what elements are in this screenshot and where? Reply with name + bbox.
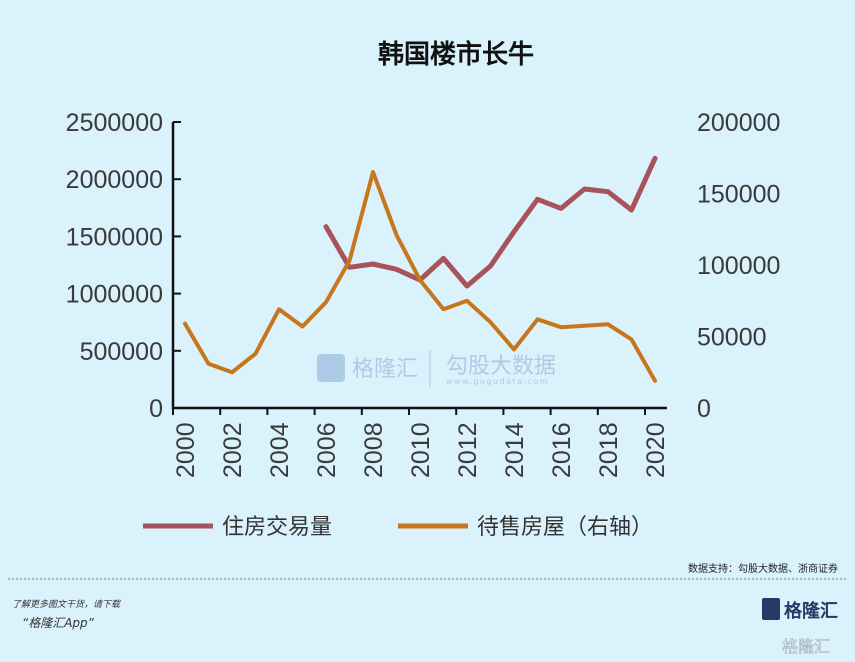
- source-note: 数据支持：勾股大数据、浙商证券: [688, 562, 838, 575]
- x-tick-label: 2000: [172, 422, 200, 478]
- promo-line: 了解更多图文干货，请下载: [12, 600, 121, 610]
- x-tick-label: 2010: [407, 422, 435, 478]
- corner-watermark: 格隆汇: [782, 637, 830, 656]
- right-tick-label: 0: [697, 395, 711, 423]
- legend-label-inventory: 待售房屋（右轴）: [477, 515, 653, 540]
- footer-logo-icon: [762, 598, 780, 620]
- x-tick-label: 2006: [313, 422, 341, 478]
- left-tick-label: 0: [149, 395, 163, 423]
- left-tick-label: 500000: [80, 338, 163, 366]
- x-tick-label: 2002: [219, 422, 247, 478]
- promo-app[interactable]: “格隆汇App”: [22, 616, 94, 630]
- x-tick-label: 2014: [501, 422, 529, 478]
- watermark-brand: 格隆汇: [352, 357, 418, 382]
- right-tick-label: 150000: [697, 181, 780, 209]
- legend: 住房交易量 待售房屋（右轴）: [143, 515, 653, 540]
- watermark: 格隆汇 勾股大数据 www.gogudata.com: [317, 350, 556, 387]
- left-tick-label: 2500000: [66, 109, 163, 137]
- legend-label-transactions: 住房交易量: [222, 515, 332, 540]
- x-tick-label: 2008: [360, 422, 388, 478]
- watermark-data-brand: 勾股大数据: [446, 354, 556, 379]
- x-tick-label: 2012: [454, 422, 482, 478]
- left-tick-label: 1000000: [66, 281, 163, 309]
- x-tick-label: 2018: [595, 422, 623, 478]
- left-tick-label: 2000000: [66, 166, 163, 194]
- x-tick-label: 2016: [548, 422, 576, 478]
- right-tick-label: 200000: [697, 109, 780, 137]
- series-line-1: [183, 170, 657, 383]
- x-tick-label: 2004: [266, 422, 294, 478]
- chart-title: 韩国楼市长牛: [378, 39, 534, 70]
- watermark-logo-icon: [317, 354, 345, 382]
- left-tick-label: 1500000: [66, 223, 163, 251]
- watermark-data-url: www.gogudata.com: [446, 377, 549, 386]
- footer-logo-text: 格隆汇: [784, 600, 838, 622]
- x-tick-label: 2020: [642, 422, 670, 478]
- right-tick-label: 100000: [697, 252, 780, 280]
- right-tick-label: 50000: [697, 324, 767, 352]
